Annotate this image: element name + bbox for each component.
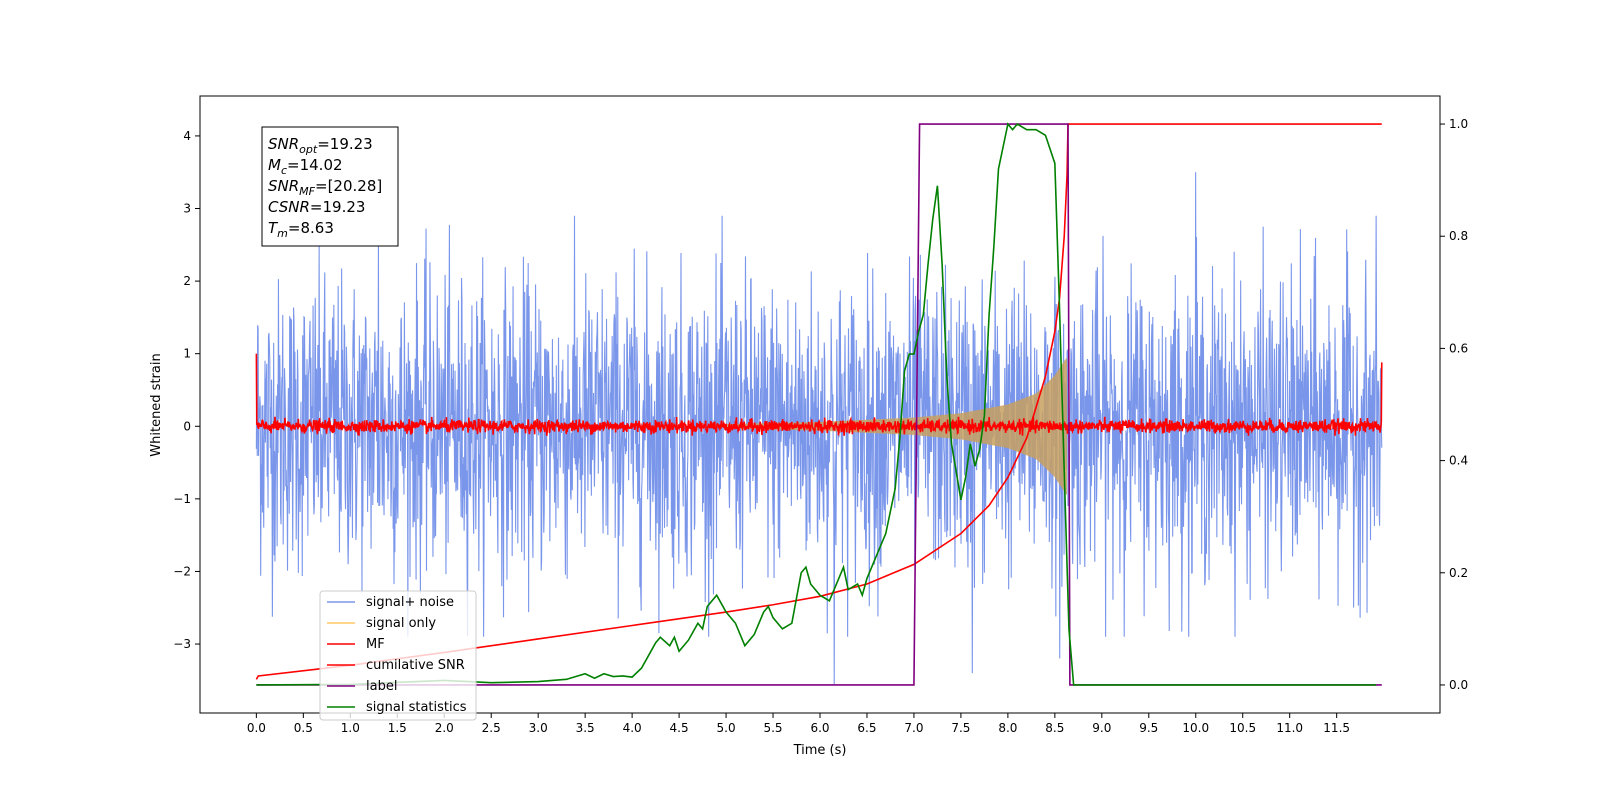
y2-tick-label: 0.6 (1449, 341, 1468, 355)
x-tick-label: 8.5 (1045, 721, 1064, 735)
x-tick-label: 6.0 (810, 721, 829, 735)
x-tick-label: 7.0 (904, 721, 923, 735)
y2-tick-label: 0.8 (1449, 229, 1468, 243)
legend: signal+ noise signal only MF cumilative SNR… (319, 590, 477, 721)
x-axis: 0.0 0.5 1.0 1.5 2.0 2.5 3.0 3.5 4.0 4.5 5.0 5.5 6.0 6… (247, 713, 1350, 735)
x-tick-label: 2.5 (482, 721, 501, 735)
stat-subscript: MF (299, 185, 315, 198)
stat-value: =14.02 (287, 156, 343, 174)
legend-label: signal statistics (366, 700, 467, 715)
series-signal-noise (255, 172, 1383, 684)
x-tick-label: 1.5 (388, 721, 407, 735)
x-tick-label: 3.0 (529, 721, 548, 735)
y-axis-right: 0.0 0.2 0.4 0.6 0.8 1.0 (1440, 117, 1468, 692)
y-tick-label: 3 (183, 202, 191, 216)
stat-line: SNRopt=19.23 (268, 135, 373, 156)
series-layer (255, 122, 1383, 686)
stat-line: SNRMF=[20.28] (268, 177, 382, 198)
legend-frame (319, 590, 477, 721)
x-tick-label: 7.5 (951, 721, 970, 735)
x-tick-label: 9.5 (1139, 721, 1158, 735)
legend-label: MF (366, 637, 385, 652)
y2-tick-label: 1.0 (1449, 117, 1468, 131)
y-axis-left: −3 −2 −1 0 1 2 3 4 (173, 129, 200, 651)
stat-symbol: CSNR (268, 198, 310, 216)
y-axis-label: Whitened strain (149, 353, 164, 456)
stat-value: =19.23 (310, 198, 366, 216)
x-tick-label: 1.0 (341, 721, 360, 735)
x-tick-label: 10.5 (1229, 721, 1256, 735)
x-tick-label: 5.5 (763, 721, 782, 735)
y-tick-label: 0 (183, 419, 191, 433)
series-signal-statistics (256, 122, 1377, 686)
x-tick-label: 5.0 (717, 721, 736, 735)
legend-label: signal only (366, 616, 436, 631)
stat-line: CSNR=19.23 (268, 198, 365, 216)
stat-subscript: c (281, 164, 287, 177)
y-tick-label: 2 (183, 274, 191, 288)
x-tick-label: 6.5 (857, 721, 876, 735)
x-tick-label: 0.5 (294, 721, 313, 735)
x-tick-label: 2.0 (435, 721, 454, 735)
y-tick-label: 1 (183, 347, 191, 361)
y-tick-label: −3 (173, 637, 191, 651)
stat-line: Tm=8.63 (268, 219, 334, 240)
stat-line: Mc=14.02 (268, 156, 343, 177)
x-tick-label: 4.0 (623, 721, 642, 735)
stats-annotation-frame (261, 126, 399, 247)
stat-symbol: T (268, 219, 279, 237)
x-tick-label: 10.0 (1182, 721, 1209, 735)
y2-tick-label: 0.2 (1449, 566, 1468, 580)
stats-annotation: SNRopt=19.23Mc=14.02SNRMF=[20.28]CSNR=19… (261, 126, 399, 247)
legend-label: cumilative SNR (366, 658, 465, 673)
stat-value: =19.23 (317, 135, 373, 153)
stat-value: =8.63 (288, 219, 334, 237)
x-tick-label: 11.5 (1323, 721, 1350, 735)
stat-symbol: SNR (268, 177, 299, 195)
series-mf (255, 353, 1383, 436)
stat-subscript: opt (299, 143, 318, 156)
stat-value: =[20.28] (315, 177, 382, 195)
x-tick-label: 11.0 (1276, 721, 1303, 735)
y2-tick-label: 0.4 (1449, 454, 1468, 468)
y-tick-label: 4 (183, 129, 191, 143)
x-tick-label: 9.0 (1092, 721, 1111, 735)
y-tick-label: −2 (173, 564, 191, 578)
x-axis-label: Time (s) (793, 743, 847, 758)
x-tick-label: 4.5 (670, 721, 689, 735)
x-tick-label: 8.0 (998, 721, 1017, 735)
legend-label: signal+ noise (366, 595, 454, 610)
y-tick-label: −1 (173, 492, 191, 506)
series-cumilative-snr (255, 123, 1382, 680)
y2-tick-label: 0.0 (1449, 678, 1468, 692)
x-tick-label: 0.0 (247, 721, 266, 735)
stat-symbol: M (268, 156, 281, 174)
stat-symbol: SNR (268, 135, 299, 153)
stat-subscript: m (277, 227, 288, 240)
legend-label: label (366, 679, 397, 694)
x-tick-label: 3.5 (576, 721, 595, 735)
